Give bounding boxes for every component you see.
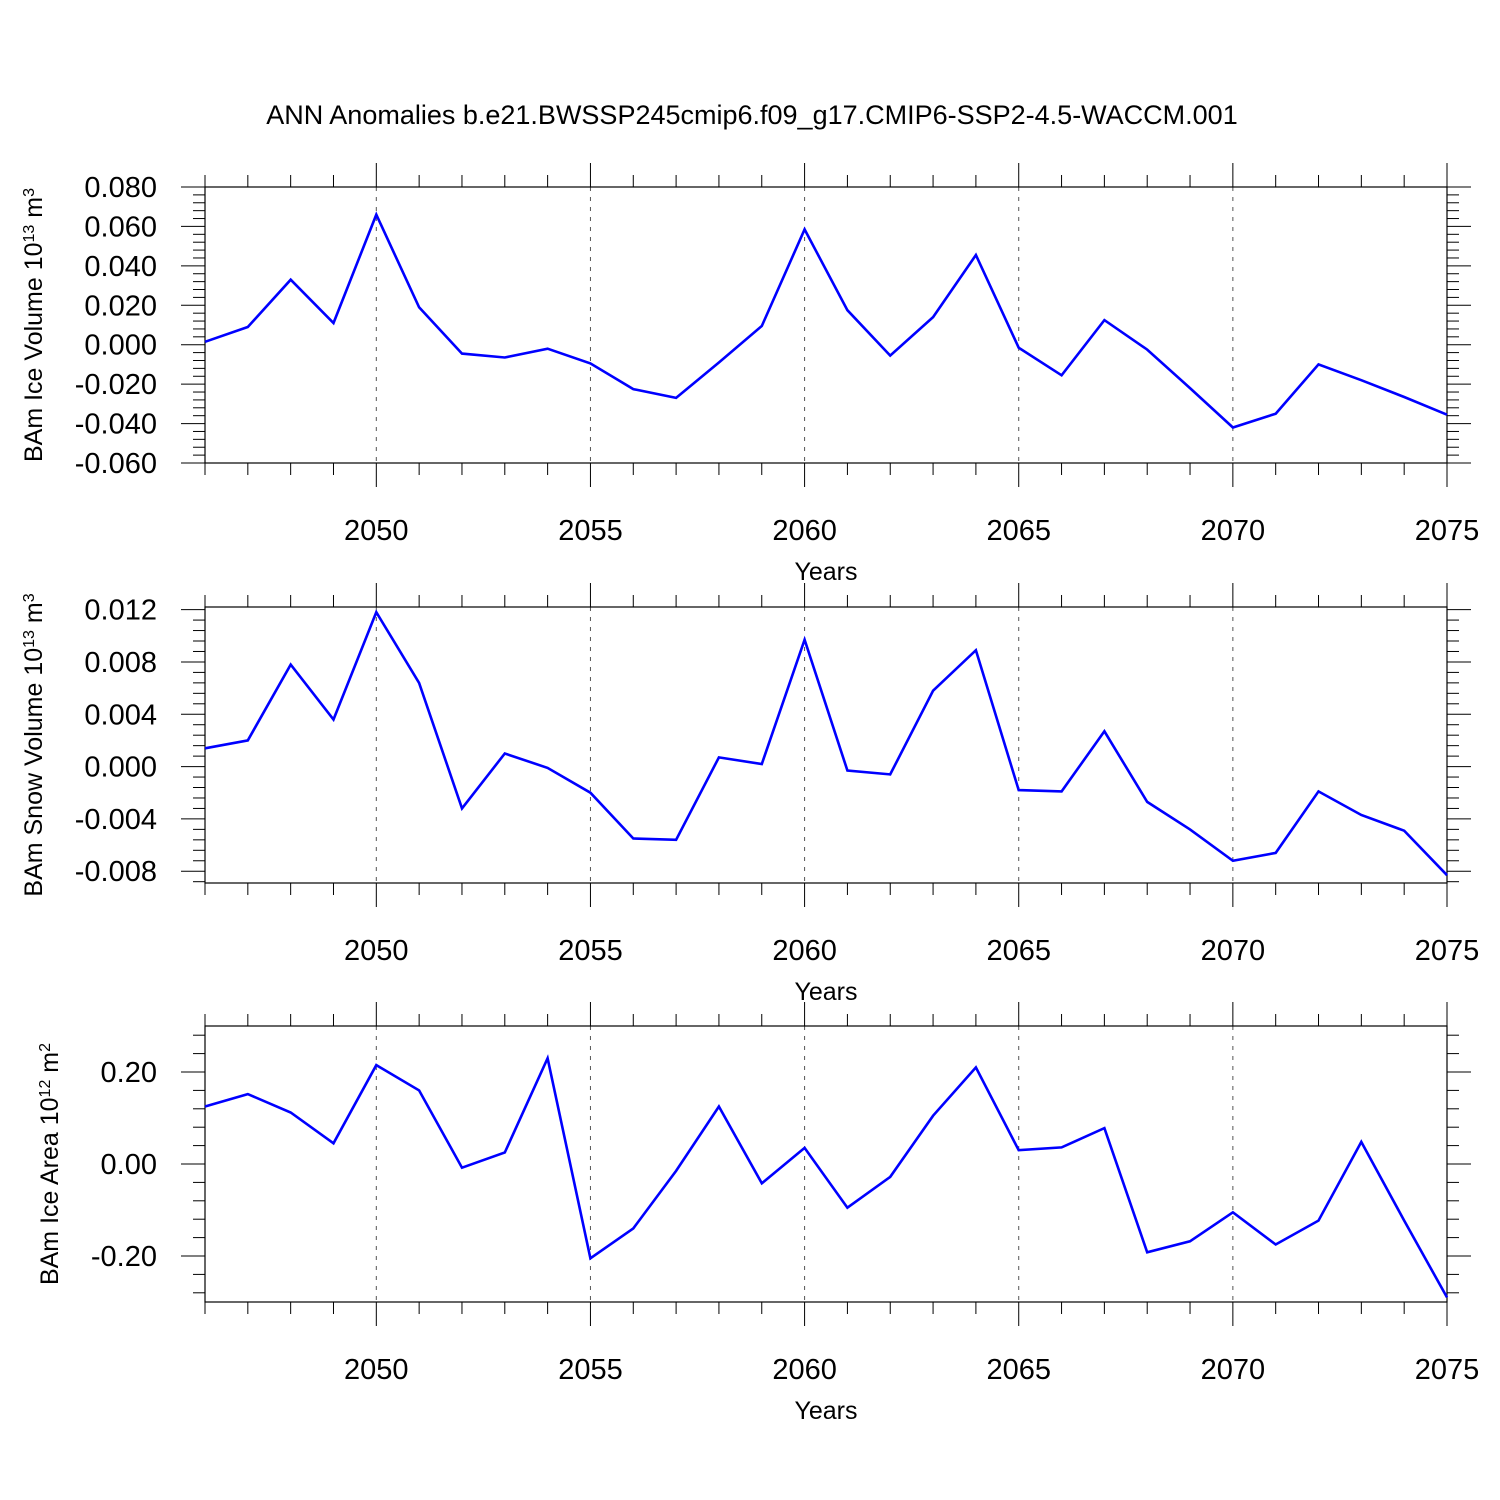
y-tick-label: 0.20 xyxy=(101,1057,157,1089)
x-tick-label: 2055 xyxy=(558,935,623,967)
x-tick-label: 2060 xyxy=(772,935,837,967)
y-tick-label: 0.040 xyxy=(84,251,157,283)
y-tick-label: 0.060 xyxy=(84,211,157,243)
y-label-superscript: 3 xyxy=(21,188,38,197)
x-tick-label: 2075 xyxy=(1415,935,1480,967)
chart-panel-2: 0.012 0.008 0.004 0.000 -0.004 -0.008 2050 2055… xyxy=(20,583,1479,1006)
series-line xyxy=(204,1054,1449,1299)
y-label-text: BAm Ice Area 10 xyxy=(36,1097,64,1285)
x-tick-label: 2050 xyxy=(344,515,409,547)
y-label-superscript: 3 xyxy=(21,593,38,602)
x-axis-label: Years xyxy=(794,978,857,1006)
y-tick-label: 0.00 xyxy=(101,1149,157,1181)
plot-frame xyxy=(204,1025,1448,1303)
y-tick-label: -0.020 xyxy=(75,369,157,401)
y-label-text: m xyxy=(20,602,48,630)
chart-panel-3: 0.20 0.00 -0.20 2050 2055 2060 2065 2070 2075 Yea… xyxy=(36,1002,1479,1425)
plot-frame xyxy=(204,606,1448,884)
y-label-superscript: 13 xyxy=(21,225,38,243)
x-tick-label: 2065 xyxy=(986,935,1051,967)
y-label-text: m xyxy=(20,197,48,225)
x-tick-label: 2075 xyxy=(1415,1354,1480,1386)
x-tick-label: 2065 xyxy=(986,515,1051,547)
x-tick-label: 2050 xyxy=(344,935,409,967)
y-tick-label: 0.008 xyxy=(84,647,157,679)
x-tick-label: 2070 xyxy=(1201,935,1266,967)
x-tick-label: 2060 xyxy=(772,515,837,547)
y-label-text: BAm Snow Volume 10 xyxy=(20,648,48,897)
y-tick-label: -0.040 xyxy=(75,409,157,441)
series-line xyxy=(204,609,1448,877)
y-tick-label: 0.080 xyxy=(84,172,157,204)
x-tick-label: 2075 xyxy=(1415,515,1480,547)
chart-title: ANN Anomalies b.e21.BWSSP245cmip6.f09_g1… xyxy=(266,100,1237,130)
chart-panel-1: 0.080 0.060 0.040 0.020 0.000 -0.020 -0.040 -0.… xyxy=(20,163,1479,586)
y-tick-label: 0.012 xyxy=(84,595,157,627)
y-tick-label: -0.004 xyxy=(75,804,157,836)
panels: 0.080 0.060 0.040 0.020 0.000 -0.020 -0.040 -0.… xyxy=(20,163,1479,1425)
x-axis-label: Years xyxy=(794,558,857,586)
y-tick-label: 0.004 xyxy=(84,699,157,731)
x-axis-label: Years xyxy=(794,1397,857,1425)
y-tick-label: 0.000 xyxy=(84,330,157,362)
y-tick-label: -0.060 xyxy=(75,448,157,480)
y-label-text: m xyxy=(36,1052,64,1080)
y-tick-label: -0.20 xyxy=(91,1241,157,1273)
y-label-superscript: 2 xyxy=(37,1043,54,1052)
y-tick-label: -0.008 xyxy=(75,856,157,888)
y-axis-label: BAm Ice Area 1012 m2 xyxy=(36,1043,64,1285)
x-tick-label: 2055 xyxy=(558,515,623,547)
x-tick-label: 2070 xyxy=(1201,1354,1266,1386)
series-line xyxy=(204,211,1448,429)
y-label-superscript: 13 xyxy=(21,630,38,648)
x-tick-label: 2070 xyxy=(1201,515,1266,547)
y-label-text: BAm Ice Volume 10 xyxy=(20,242,48,462)
x-tick-label: 2060 xyxy=(772,1354,837,1386)
x-tick-label: 2055 xyxy=(558,1354,623,1386)
y-label-superscript: 12 xyxy=(37,1080,54,1098)
y-tick-label: 0.000 xyxy=(84,752,157,784)
plot-frame xyxy=(204,186,1448,464)
y-axis-label: BAm Ice Volume 1013 m3 xyxy=(20,188,48,462)
x-tick-label: 2065 xyxy=(986,1354,1051,1386)
y-tick-label: 0.020 xyxy=(84,290,157,322)
y-axis-label: BAm Snow Volume 1013 m3 xyxy=(20,593,48,896)
x-tick-label: 2050 xyxy=(344,1354,409,1386)
